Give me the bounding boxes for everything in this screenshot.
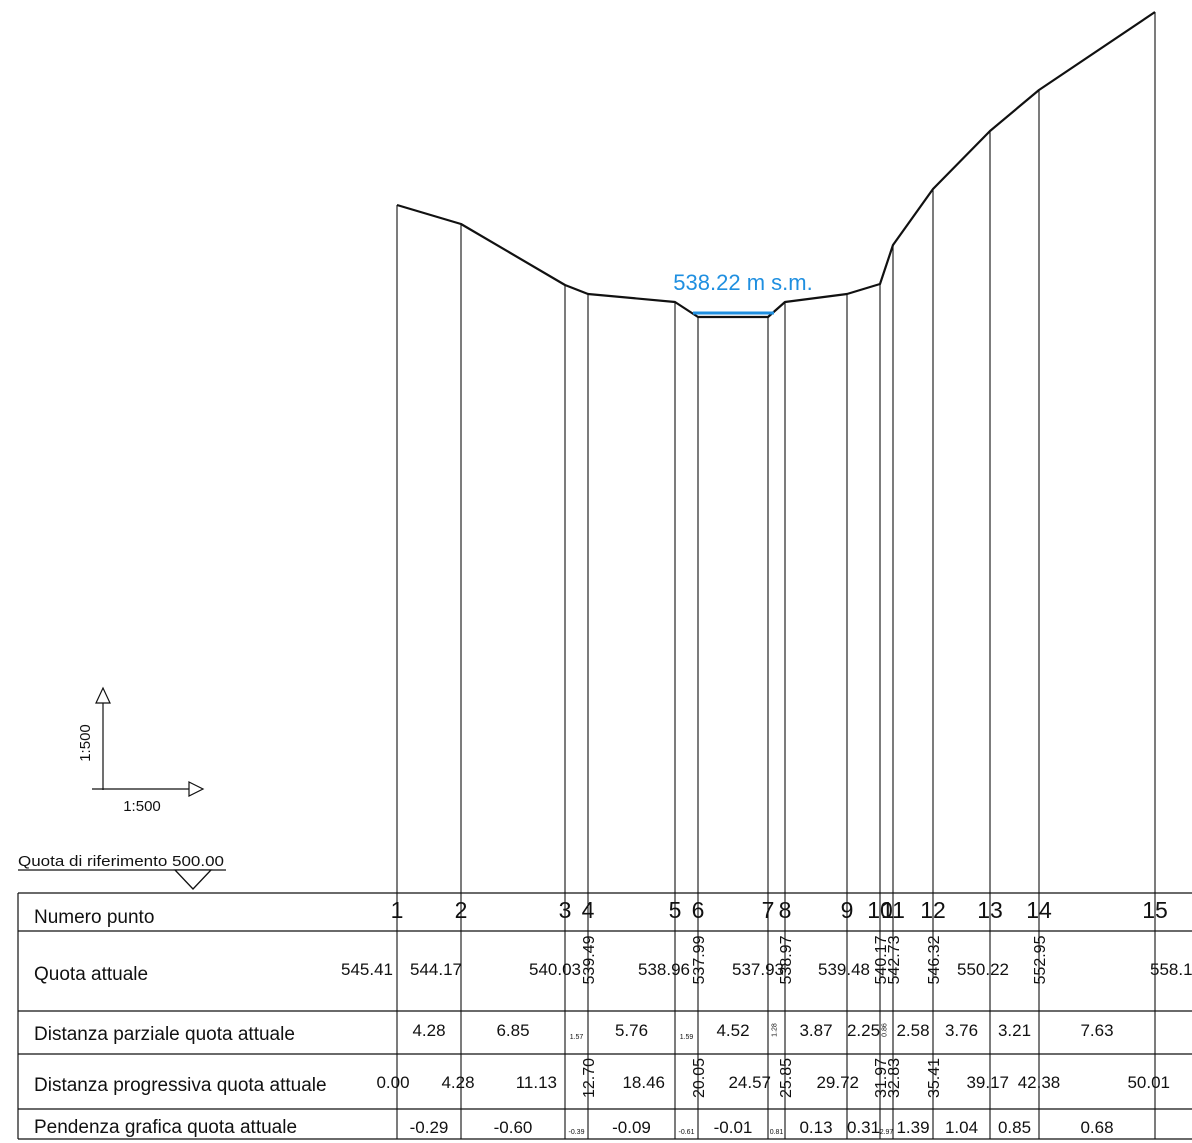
partial-distance-value: 6.85 (496, 1021, 529, 1040)
quota-value: 539.48 (818, 960, 870, 979)
row-label-quota-attuale: Quota attuale (34, 964, 148, 985)
point-number: 1 (391, 897, 404, 923)
slope-value: -0.29 (410, 1118, 449, 1137)
slope-value: -0.60 (494, 1118, 533, 1137)
progressive-value: 24.57 (728, 1073, 771, 1092)
point-number: 4 (582, 897, 595, 923)
quota-value: 537.93 (732, 960, 784, 979)
partial-distance-value: 3.87 (799, 1021, 832, 1040)
progressive-value: 12.70 (581, 1058, 598, 1098)
progressive-value: 29.72 (816, 1073, 859, 1092)
partial-distance-value: 0.86 (882, 1023, 889, 1037)
slope-value: -0.09 (612, 1118, 651, 1137)
arrow-up-icon (95, 686, 111, 704)
partial-distance-value: 3.21 (998, 1021, 1031, 1040)
progressive-value: 50.01 (1127, 1073, 1170, 1092)
partial-distance-value: 1.57 (570, 1034, 584, 1041)
partial-distance-value: 1.59 (680, 1034, 694, 1041)
arrow-right-icon (188, 781, 205, 797)
progressive-value: 35.41 (926, 1058, 943, 1098)
partial-distance-value: 4.28 (412, 1021, 445, 1040)
progressive-value: 0.00 (376, 1073, 409, 1092)
progressive-value: 31.97 (873, 1058, 890, 1098)
quota-value: 552.95 (1032, 935, 1049, 984)
slope-value: 1.39 (896, 1118, 929, 1137)
scale-indicator: 1:500 1:500 (77, 686, 205, 815)
slope-value: 0.85 (998, 1118, 1031, 1137)
slope-value: 0.81 (770, 1129, 784, 1136)
water-level-label: 538.22 m s.m. (673, 270, 812, 295)
partial-distance-value: 3.76 (945, 1021, 978, 1040)
point-number: 3 (559, 897, 572, 923)
data-table: Numero punto Quota attuale Distanza parz… (17, 892, 1192, 1140)
partial-distance-value: 4.52 (716, 1021, 749, 1040)
quota-value: 540.03 (529, 960, 581, 979)
partial-distance-value: 2.25 (847, 1021, 880, 1040)
point-number: 9 (841, 897, 854, 923)
point-number: 5 (669, 897, 682, 923)
reference-label: Quota di riferimento 500.00 (18, 853, 224, 870)
row-label-pendenza: Pendenza grafica quota attuale (34, 1117, 297, 1138)
slope-value: -0.01 (714, 1118, 753, 1137)
point-number: 6 (692, 897, 705, 923)
point-number: 11 (881, 897, 905, 923)
quota-value: 550.22 (957, 960, 1009, 979)
row-label-distanza-parziale: Distanza parziale quota attuale (34, 1024, 295, 1045)
row-label-numero-punto: Numero punto (34, 907, 154, 928)
quota-value: 537.99 (691, 935, 708, 984)
slope-value: -0.61 (679, 1129, 695, 1136)
slope-value: 0.31 (847, 1118, 880, 1137)
slope-value: 0.68 (1080, 1118, 1113, 1137)
progressive-value: 11.13 (516, 1073, 557, 1092)
row-label-distanza-progressiva: Distanza progressiva quota attuale (34, 1075, 327, 1096)
progressive-value: 42.38 (1018, 1073, 1061, 1092)
quota-value: 545.41 (341, 960, 393, 979)
station-lines (396, 12, 1156, 1139)
partial-distance-value: 1.28 (772, 1023, 779, 1037)
quota-value: 544.17 (410, 960, 462, 979)
progressive-value: 25.85 (778, 1058, 795, 1098)
quota-value: 542.73 (886, 935, 903, 984)
point-number: 2 (455, 897, 468, 923)
point-number: 7 (762, 897, 775, 923)
partial-distance-value: 2.58 (896, 1021, 929, 1040)
progressive-value: 39.17 (966, 1073, 1009, 1092)
progressive-value: 18.46 (622, 1073, 665, 1092)
partial-distance-value: 5.76 (615, 1021, 648, 1040)
progressive-value: 20.05 (691, 1058, 708, 1098)
progressive-value: 4.28 (441, 1073, 474, 1092)
partial-distance-value: 7.63 (1080, 1021, 1113, 1040)
point-number: 14 (1026, 897, 1052, 923)
quota-value: 540.17 (873, 935, 890, 984)
reference-triangle-icon (173, 869, 213, 890)
slope-value: 2.97 (880, 1129, 894, 1136)
point-number: 10 (867, 897, 893, 923)
point-number: 13 (977, 897, 1003, 923)
quota-value: 538.96 (638, 960, 690, 979)
slope-value: 1.04 (945, 1118, 978, 1137)
quota-value: 558.16 (1150, 960, 1192, 979)
slope-value: -0.39 (569, 1129, 585, 1136)
quota-value: 538.97 (778, 935, 795, 984)
horizontal-scale-label: 1:500 (123, 798, 161, 815)
point-number: 15 (1142, 897, 1168, 923)
quota-value: 539.49 (581, 935, 598, 984)
progressive-value: 32.83 (886, 1058, 903, 1098)
quota-value: 546.32 (926, 935, 943, 984)
table-cells: 1 545.41 0.00 2 544.17 4.28 3 540.03 11.13 4 539.4… (341, 897, 1192, 1137)
slope-value: 0.13 (799, 1118, 832, 1137)
vertical-scale-label: 1:500 (77, 724, 94, 762)
point-number: 8 (779, 897, 792, 923)
point-number: 12 (920, 897, 946, 923)
